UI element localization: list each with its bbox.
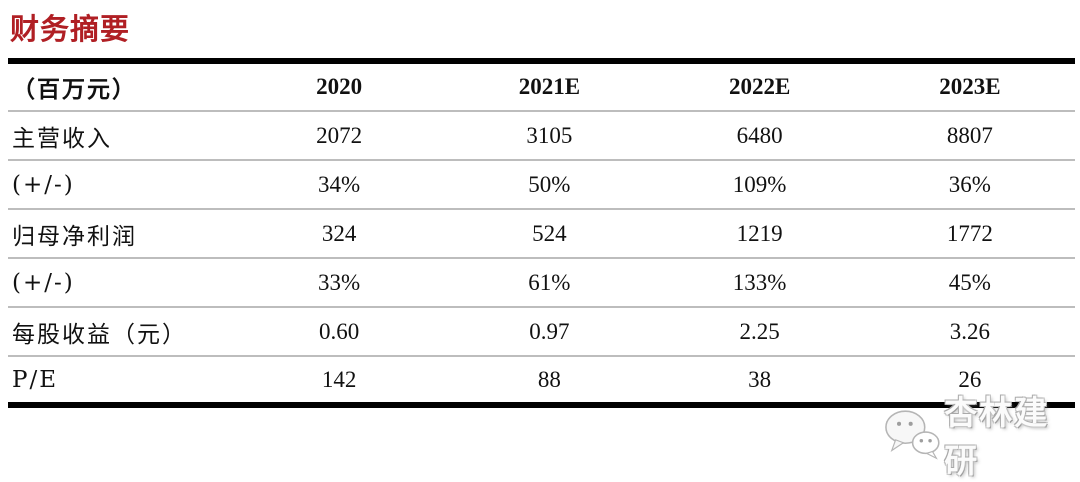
table-row: (+/-) 33% 61% 133% 45%: [8, 257, 1075, 307]
cell-value: 26: [864, 355, 1075, 405]
cell-value: 50%: [444, 159, 655, 209]
cell-value: 3.26: [864, 306, 1075, 356]
cell-value: 88: [444, 355, 655, 405]
table-body: 主营收入 2072 3105 6480 8807 (+/-) 34% 50% 109% 36% 归母…: [8, 110, 1075, 405]
cell-value: 2072: [234, 110, 445, 160]
row-label: (+/-): [8, 257, 234, 307]
cell-value: 2.25: [654, 306, 865, 356]
column-header: 2020: [316, 74, 363, 99]
row-label: P/E: [8, 355, 234, 405]
column-header: 2022E: [728, 74, 791, 99]
cell-value: 524: [444, 208, 655, 258]
cell-value: 36%: [864, 159, 1075, 209]
cell-value: 1772: [864, 208, 1075, 258]
cell-value: 34%: [234, 159, 445, 209]
cell-value: 324: [234, 208, 445, 258]
column-header: 2023E: [939, 74, 1001, 99]
page-title: 财务摘要: [10, 14, 131, 46]
row-label: 每股收益（元）: [8, 306, 234, 356]
table-row: 每股收益（元） 0.60 0.97 2.25 3.26: [8, 306, 1075, 356]
cell-value: 6480: [654, 110, 865, 160]
column-header: 2021E: [518, 74, 581, 99]
unit-header-cell: （百万元）: [12, 76, 137, 103]
cell-value: 109%: [654, 159, 865, 209]
cell-value: 142: [234, 355, 445, 405]
cell-value: 61%: [444, 257, 655, 307]
table-row: (+/-) 34% 50% 109% 36%: [8, 159, 1075, 209]
cell-value: 45%: [864, 257, 1075, 307]
cell-value: 1219: [654, 208, 865, 258]
cell-value: 33%: [234, 257, 445, 307]
cell-value: 8807: [864, 110, 1075, 160]
table-row: 归母净利润 324 524 1219 1772: [8, 208, 1075, 258]
row-label: (+/-): [8, 159, 234, 209]
wechat-icon: [885, 410, 940, 460]
row-label: 主营收入: [8, 110, 234, 160]
cell-value: 3105: [444, 110, 655, 160]
cell-value: 38: [654, 355, 865, 405]
cell-value: 133%: [654, 257, 865, 307]
cell-value: 0.60: [234, 306, 445, 356]
report-page: 财务摘要 （百万元） 2020 2021E 2022E 2023E 主营收入 2072 3…: [8, 14, 1075, 479]
cell-value: 0.97: [444, 306, 655, 356]
table-header-row: （百万元） 2020 2021E 2022E 2023E: [8, 61, 1075, 111]
table-row: P/E 142 88 38 26: [8, 355, 1075, 405]
financial-summary-table: （百万元） 2020 2021E 2022E 2023E 主营收入 2072 3105 64…: [8, 58, 1075, 408]
table-row: 主营收入 2072 3105 6480 8807: [8, 110, 1075, 160]
row-label: 归母净利润: [8, 208, 234, 258]
